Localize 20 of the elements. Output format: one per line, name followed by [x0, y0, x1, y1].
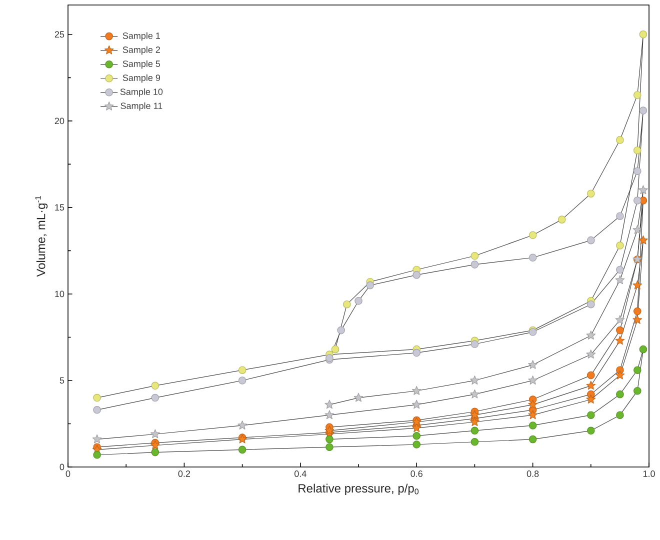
- y-tick-label: 15: [55, 204, 64, 211]
- x-tick-label: 0.6: [410, 470, 422, 477]
- y-tick-label: 10: [55, 290, 64, 298]
- legend-label: Sample 5: [122, 60, 160, 69]
- x-tick-label: 0: [66, 470, 70, 477]
- y-tick-label: 25: [54, 31, 64, 38]
- legend-label: Sample 9: [122, 74, 160, 83]
- legend-label: Sample 1: [122, 32, 160, 41]
- x-tick-label: 0.8: [526, 470, 539, 477]
- x-tick-label: 0.4: [294, 470, 306, 477]
- x-axis-title: Relative pressure, p/p$_{0}$: [298, 484, 419, 495]
- y-axis-title: Volume, mL·g$^{-1}$: [35, 196, 48, 277]
- y-tick-label: 0: [60, 464, 64, 470]
- x-tick-label: 0.2: [178, 470, 190, 477]
- legend-label: Sample 2: [122, 46, 160, 55]
- legend-label: Sample 11: [120, 102, 162, 111]
- y-tick-label: 5: [60, 377, 64, 384]
- legend-label: Sample 10: [120, 88, 163, 97]
- x-tick-label: 1.0: [643, 470, 655, 477]
- y-tick-label: 20: [54, 118, 64, 124]
